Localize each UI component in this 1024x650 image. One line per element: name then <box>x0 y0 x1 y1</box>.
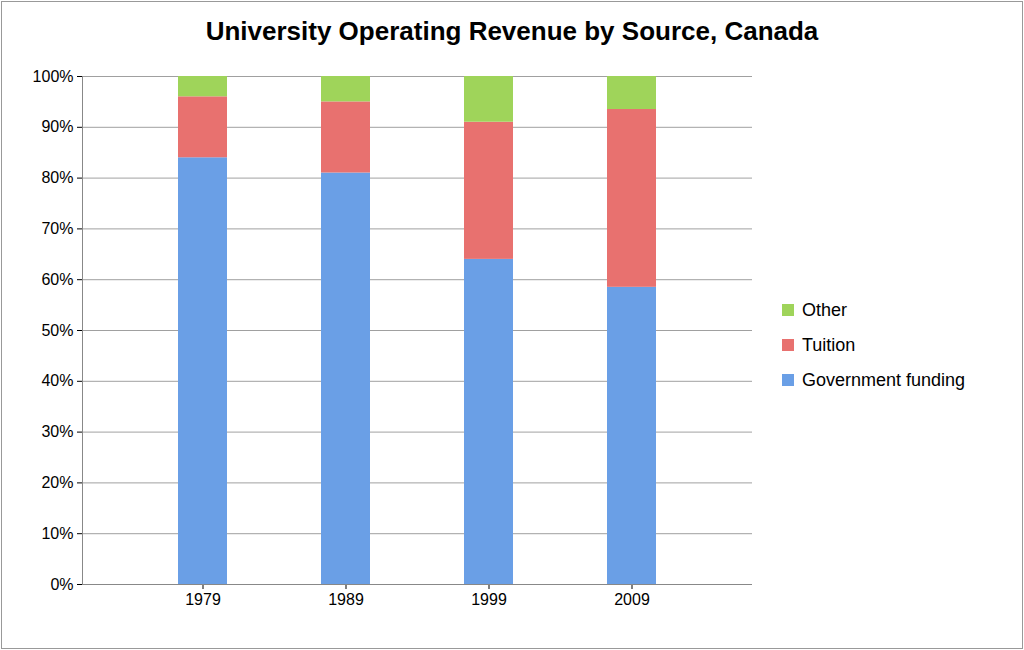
svg-text:2009: 2009 <box>614 591 650 608</box>
svg-text:20%: 20% <box>41 474 73 491</box>
svg-text:1999: 1999 <box>471 591 507 608</box>
html-text:University Operating Revenue b: University Operating Revenue by Source, … <box>205 16 819 46</box>
html-text:Government funding: Government funding <box>802 369 966 390</box>
svg-text:90%: 90% <box>41 118 73 135</box>
svg-text:30%: 30% <box>41 423 73 440</box>
svg-text:40%: 40% <box>41 372 73 389</box>
svg-text:50%: 50% <box>41 322 73 339</box>
svg-text:100%: 100% <box>33 68 74 85</box>
html-text:Tuition: Tuition <box>802 334 856 355</box>
svg-text:80%: 80% <box>41 169 73 186</box>
html-text:Other: Other <box>802 299 847 320</box>
svg-text:70%: 70% <box>41 220 73 237</box>
svg-text:1979: 1979 <box>185 591 221 608</box>
svg-text:0%: 0% <box>50 576 73 593</box>
svg-text:10%: 10% <box>41 525 73 542</box>
svg-text:1989: 1989 <box>328 591 364 608</box>
svg-text:60%: 60% <box>41 271 73 288</box>
